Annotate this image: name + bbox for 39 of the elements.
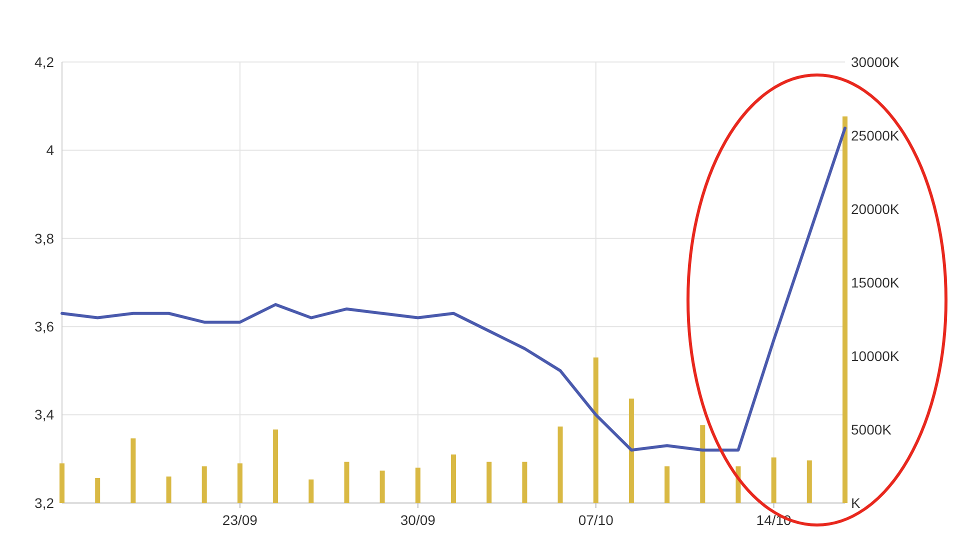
bar: [451, 454, 456, 503]
line-series: [60, 126, 846, 452]
bar: [700, 425, 706, 503]
bar: [308, 479, 314, 503]
bar: [664, 466, 670, 503]
bar: [380, 470, 385, 503]
bar: [593, 357, 598, 503]
y2-tick-label: 10000K: [851, 348, 900, 364]
bar: [486, 462, 492, 503]
y2-tick-label: 30000K: [851, 54, 900, 70]
bar: [415, 468, 420, 503]
bar: [842, 116, 848, 503]
y-tick-label: 3,2: [34, 494, 54, 511]
y2-tick-label: 20000K: [851, 200, 900, 217]
bar: [130, 438, 136, 503]
y2-tick-label: 15000K: [851, 274, 900, 290]
bar: [202, 466, 207, 503]
y-tick-label: 3,4: [34, 406, 54, 423]
bar: [273, 430, 278, 503]
bar: [95, 478, 100, 503]
x-tick-label: 30/09: [400, 512, 436, 528]
y2-tick-label: 25000K: [851, 127, 900, 144]
bar: [806, 460, 812, 503]
bar: [344, 462, 350, 503]
bar: [166, 476, 172, 503]
x-tick-label: 07/10: [578, 512, 614, 528]
bar: [237, 463, 242, 503]
bar: [628, 398, 634, 503]
bar: [522, 462, 528, 503]
y-tick-label: 4,2: [34, 54, 54, 70]
bar: [60, 463, 64, 503]
y2-tick-label: 5000K: [851, 421, 892, 438]
y-tick-label: 4: [46, 142, 54, 158]
x-tick-label: 23/09: [222, 512, 258, 528]
y-tick-label: 3,6: [34, 318, 54, 334]
bar: [771, 457, 776, 503]
y-tick-label: 3,8: [34, 230, 54, 246]
y2-tick-label: K: [851, 494, 861, 511]
bar: [558, 426, 563, 503]
